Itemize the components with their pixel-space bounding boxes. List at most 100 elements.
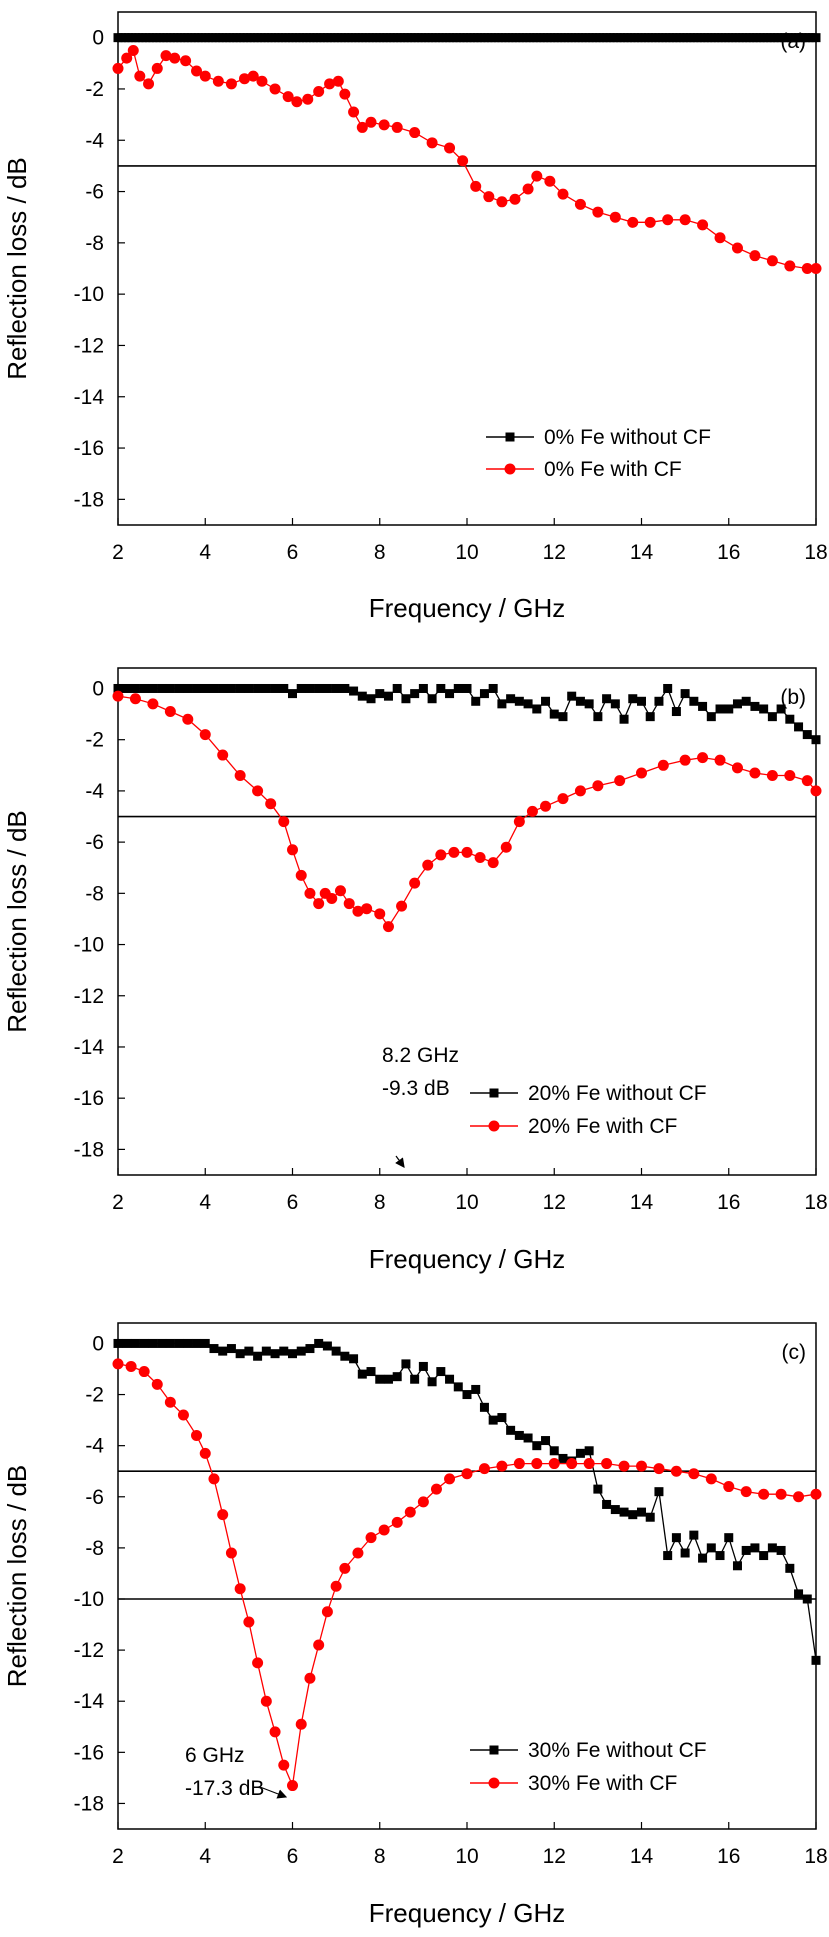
data-point	[391, 1516, 403, 1528]
data-point	[247, 70, 259, 82]
data-point	[180, 55, 192, 67]
data-point	[212, 75, 224, 87]
legend-label: 0% Fe without CF	[544, 426, 711, 449]
data-point	[296, 683, 306, 693]
data-point	[593, 1484, 603, 1494]
data-point	[540, 800, 552, 812]
x-tick-label: 18	[804, 1191, 827, 1214]
data-point	[541, 1436, 551, 1446]
data-point	[165, 683, 175, 693]
data-point	[810, 263, 822, 274]
data-point	[811, 735, 821, 745]
data-point	[366, 694, 376, 704]
y-tick-label: -10	[74, 934, 104, 957]
data-point	[592, 780, 604, 792]
data-point	[671, 1533, 681, 1543]
data-point	[375, 1374, 385, 1384]
y-tick-label: 0	[92, 677, 104, 700]
y-tick-label: -18	[74, 488, 104, 511]
data-point	[592, 206, 604, 218]
data-point	[378, 119, 390, 131]
data-point	[609, 211, 621, 223]
data-point	[256, 75, 268, 87]
x-tick-label: 6	[287, 1845, 299, 1868]
x-tick-label: 14	[630, 541, 654, 564]
data-point	[628, 694, 638, 704]
x-tick-label: 4	[199, 1845, 211, 1868]
data-point	[208, 1473, 220, 1485]
data-point	[784, 260, 796, 272]
y-axis-title: Reflection loss / dB	[2, 1465, 32, 1688]
y-tick-label: -6	[85, 831, 104, 854]
data-point	[584, 1446, 594, 1456]
data-point	[148, 1338, 158, 1348]
data-point	[352, 1547, 364, 1559]
data-point	[122, 683, 132, 693]
data-point	[566, 1458, 578, 1470]
data-point	[663, 1551, 673, 1561]
data-point	[409, 877, 421, 889]
annotation-value: -9.3 dB	[382, 1077, 450, 1100]
series-1	[113, 1338, 821, 1665]
data-point	[383, 691, 393, 701]
data-point	[523, 1433, 533, 1443]
data-point	[714, 754, 726, 766]
data-point	[349, 1354, 359, 1364]
data-point	[139, 683, 149, 693]
series-2	[112, 44, 822, 274]
data-point	[200, 1338, 210, 1348]
data-point	[127, 44, 139, 56]
data-point	[139, 1338, 149, 1348]
data-point	[766, 770, 778, 782]
data-point	[357, 1369, 367, 1379]
data-point	[305, 1344, 315, 1354]
data-point	[356, 121, 368, 133]
data-point	[766, 255, 778, 267]
data-point	[417, 1496, 429, 1508]
data-point	[125, 1360, 137, 1372]
data-point	[637, 1507, 646, 1517]
series-1	[113, 683, 821, 745]
data-point	[698, 1553, 708, 1563]
data-point	[705, 1473, 717, 1485]
y-axis-title: Reflection loss / dB	[2, 810, 32, 1033]
data-point	[732, 699, 742, 709]
legend-marker	[488, 1777, 500, 1789]
data-point	[183, 1338, 193, 1348]
data-point	[653, 1463, 665, 1475]
data-point	[396, 900, 408, 912]
data-point	[461, 1468, 473, 1480]
x-tick-label: 2	[112, 541, 124, 564]
data-point	[453, 1382, 463, 1392]
y-tick-label: -18	[74, 1138, 104, 1161]
data-point	[326, 892, 338, 904]
data-point	[134, 70, 146, 82]
data-point	[497, 1413, 507, 1423]
data-point	[723, 1481, 735, 1493]
data-point	[801, 263, 813, 274]
data-point	[324, 78, 336, 90]
data-point	[243, 1616, 255, 1628]
data-point	[348, 106, 360, 118]
data-point	[165, 1338, 175, 1348]
data-point	[810, 785, 822, 797]
y-tick-label: -16	[74, 1087, 104, 1110]
data-point	[304, 887, 316, 899]
data-point	[366, 1367, 376, 1377]
data-point	[741, 1545, 751, 1555]
data-point	[523, 699, 533, 709]
data-point	[544, 175, 556, 187]
data-point	[199, 729, 211, 741]
data-point	[732, 1561, 742, 1571]
data-point	[435, 849, 447, 861]
data-point	[157, 683, 167, 693]
data-point	[567, 691, 577, 701]
data-point	[802, 1594, 812, 1604]
legend: 20% Fe without CF 20% Fe with CF	[470, 1082, 707, 1138]
data-point	[234, 1583, 246, 1595]
data-point	[365, 116, 377, 128]
data-point	[151, 1378, 163, 1390]
data-point	[112, 1358, 124, 1370]
legend-label: 20% Fe without CF	[528, 1082, 707, 1105]
